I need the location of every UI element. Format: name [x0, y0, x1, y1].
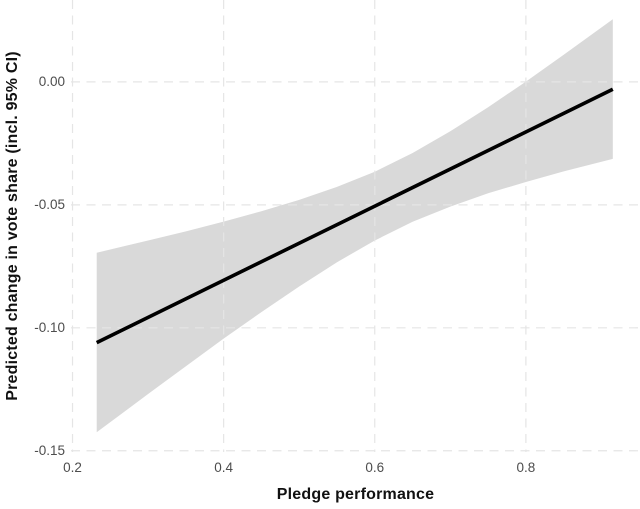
x-tick-label: 0.6 [365, 460, 385, 475]
y-axis-title: Predicted change in vote share (incl. 95… [4, 51, 21, 401]
x-tick-label: 0.4 [214, 460, 234, 475]
y-tick-label: -0.05 [34, 196, 65, 212]
x-tick-label: 0.2 [63, 460, 82, 475]
ci-band [96, 19, 613, 433]
y-tick-label: 0.00 [38, 73, 65, 89]
fit-line [95, 87, 614, 345]
x-axis-title: Pledge performance [276, 486, 435, 503]
x-tick-label: 0.8 [516, 460, 536, 475]
y-tick-label: -0.15 [34, 442, 65, 458]
y-tick-label: -0.10 [34, 319, 65, 335]
